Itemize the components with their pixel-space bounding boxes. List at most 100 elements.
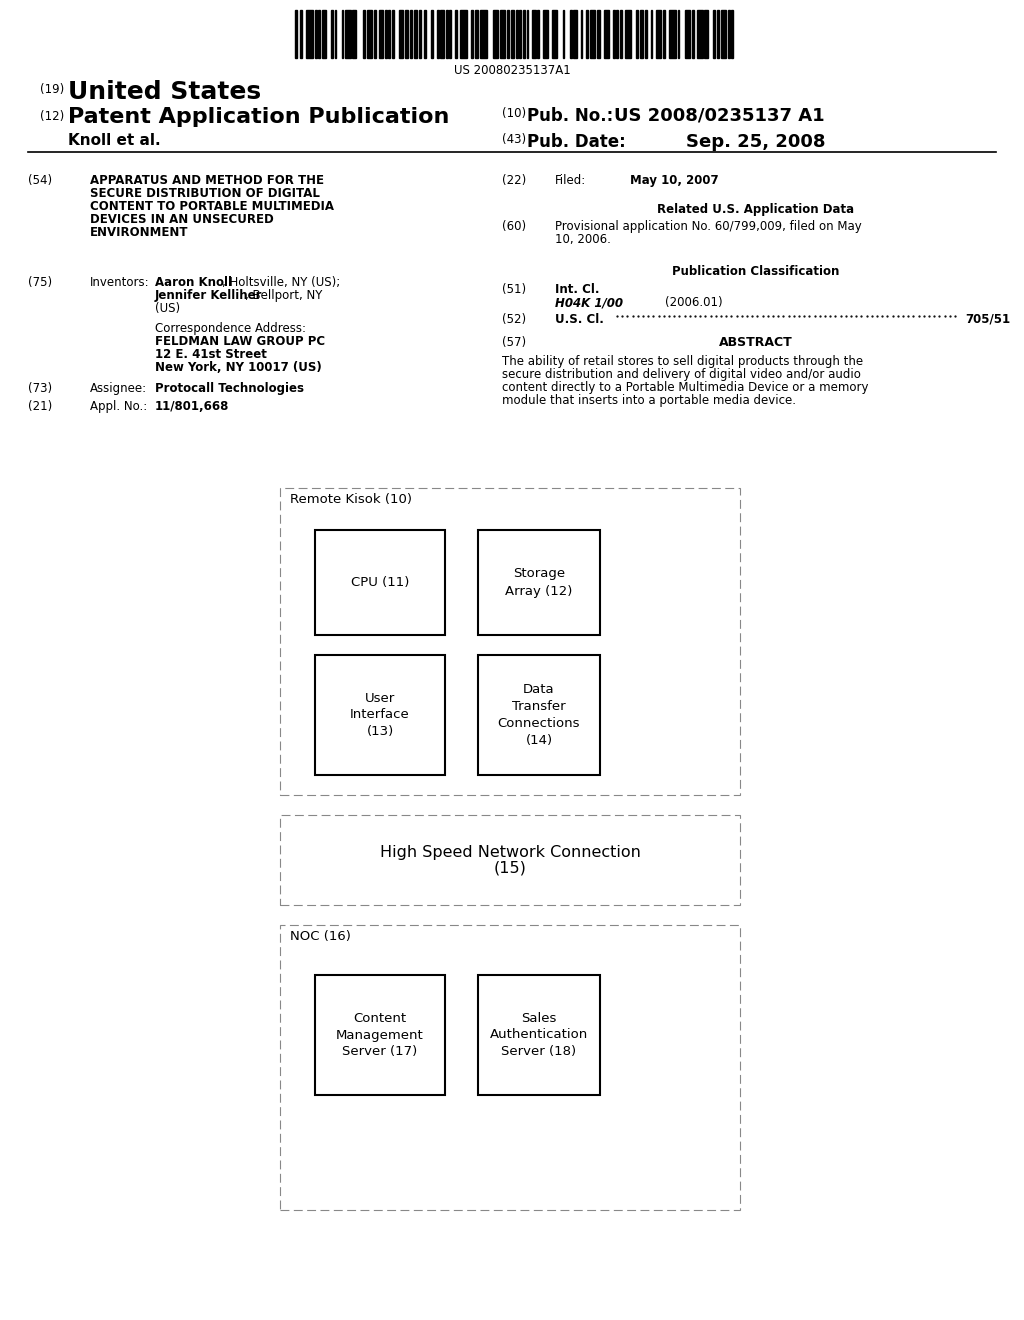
Bar — [374, 11, 376, 58]
Text: Publication Classification: Publication Classification — [673, 265, 840, 279]
Text: ABSTRACT: ABSTRACT — [719, 337, 793, 348]
Text: (57): (57) — [502, 337, 526, 348]
Bar — [669, 11, 676, 58]
Text: CONTENT TO PORTABLE MULTIMEDIA: CONTENT TO PORTABLE MULTIMEDIA — [90, 201, 334, 213]
Bar — [295, 11, 297, 58]
Bar — [692, 11, 693, 58]
Bar — [437, 11, 438, 58]
Bar — [410, 11, 412, 58]
Text: May 10, 2007: May 10, 2007 — [630, 174, 719, 187]
Bar — [697, 11, 702, 58]
Bar — [345, 11, 350, 58]
Text: H04K 1/00: H04K 1/00 — [555, 296, 623, 309]
Text: Int. Cl.: Int. Cl. — [555, 282, 599, 296]
Bar — [626, 11, 631, 58]
Text: US 2008/0235137 A1: US 2008/0235137 A1 — [614, 107, 824, 125]
Text: content directly to a Portable Multimedia Device or a memory: content directly to a Portable Multimedi… — [502, 381, 868, 393]
Bar — [322, 11, 326, 58]
Text: (75): (75) — [28, 276, 52, 289]
Text: United States: United States — [68, 81, 261, 104]
Bar — [419, 11, 421, 58]
Text: (52): (52) — [502, 313, 526, 326]
Bar — [562, 11, 564, 58]
Bar — [315, 531, 445, 635]
Bar — [705, 11, 708, 58]
Bar — [573, 11, 577, 58]
Text: Sales
Authentication
Server (18): Sales Authentication Server (18) — [489, 1011, 588, 1059]
Text: Storage
Array (12): Storage Array (12) — [505, 568, 572, 598]
Text: US 20080235137A1: US 20080235137A1 — [454, 63, 570, 77]
Text: (19): (19) — [40, 83, 65, 96]
Text: (12): (12) — [40, 110, 65, 123]
Bar — [516, 11, 518, 58]
Bar — [352, 11, 356, 58]
Text: Jennifer Kelliher: Jennifer Kelliher — [155, 289, 262, 302]
Text: Patent Application Publication: Patent Application Publication — [68, 107, 450, 127]
Text: Remote Kisok (10): Remote Kisok (10) — [290, 492, 412, 506]
Bar — [306, 11, 313, 58]
Text: secure distribution and delivery of digital video and/or audio: secure distribution and delivery of digi… — [502, 368, 861, 381]
Text: (54): (54) — [28, 174, 52, 187]
Bar — [399, 11, 402, 58]
Text: (US): (US) — [155, 302, 180, 315]
Bar — [314, 11, 316, 58]
Bar — [532, 11, 536, 58]
Text: 705/51: 705/51 — [965, 313, 1010, 326]
Bar — [636, 11, 638, 58]
Text: FELDMAN LAW GROUP PC: FELDMAN LAW GROUP PC — [155, 335, 326, 348]
Bar — [280, 925, 740, 1210]
Text: Aaron Knoll: Aaron Knoll — [155, 276, 232, 289]
Text: (73): (73) — [28, 381, 52, 395]
Text: (2006.01): (2006.01) — [665, 296, 723, 309]
Text: (15): (15) — [494, 861, 526, 875]
Bar — [526, 11, 528, 58]
Bar — [678, 11, 679, 58]
Bar — [538, 11, 540, 58]
Bar — [315, 975, 445, 1096]
Bar — [597, 11, 600, 58]
Bar — [388, 11, 390, 58]
Bar — [640, 11, 643, 58]
Bar — [590, 11, 595, 58]
Text: (22): (22) — [502, 174, 526, 187]
Bar — [717, 11, 719, 58]
Bar — [586, 11, 588, 58]
Bar — [315, 655, 445, 775]
Text: (51): (51) — [502, 282, 526, 296]
Text: , Holtsville, NY (US);: , Holtsville, NY (US); — [222, 276, 340, 289]
Bar — [440, 11, 444, 58]
Bar — [493, 11, 498, 58]
Text: SECURE DISTRIBUTION OF DIGITAL: SECURE DISTRIBUTION OF DIGITAL — [90, 187, 319, 201]
Bar — [728, 11, 730, 58]
Bar — [431, 11, 433, 58]
Bar — [471, 11, 473, 58]
Bar — [552, 11, 557, 58]
Text: Correspondence Address:: Correspondence Address: — [155, 322, 306, 335]
Text: Sep. 25, 2008: Sep. 25, 2008 — [686, 133, 825, 150]
Bar — [335, 11, 336, 58]
Text: Related U.S. Application Data: Related U.S. Application Data — [657, 203, 855, 216]
Bar — [543, 11, 548, 58]
Bar — [478, 975, 600, 1096]
Bar — [613, 11, 614, 58]
Text: APPARATUS AND METHOD FOR THE: APPARATUS AND METHOD FOR THE — [90, 174, 324, 187]
Bar — [714, 11, 715, 58]
Bar — [581, 11, 583, 58]
Bar — [731, 11, 733, 58]
Bar — [621, 11, 622, 58]
Bar — [342, 11, 343, 58]
Text: 11/801,668: 11/801,668 — [155, 400, 229, 413]
Text: NOC (16): NOC (16) — [290, 931, 351, 942]
Bar — [569, 11, 571, 58]
Bar — [721, 11, 726, 58]
Text: High Speed Network Connection: High Speed Network Connection — [380, 846, 640, 861]
Bar — [460, 11, 467, 58]
Text: Provisional application No. 60/799,009, filed on May: Provisional application No. 60/799,009, … — [555, 220, 862, 234]
Text: The ability of retail stores to sell digital products through the: The ability of retail stores to sell dig… — [502, 355, 863, 368]
Bar — [445, 11, 447, 58]
Bar — [604, 11, 609, 58]
Text: U.S. Cl.: U.S. Cl. — [555, 313, 604, 326]
Text: Knoll et al.: Knoll et al. — [68, 133, 161, 148]
Text: Content
Management
Server (17): Content Management Server (17) — [336, 1011, 424, 1059]
Bar — [478, 531, 600, 635]
